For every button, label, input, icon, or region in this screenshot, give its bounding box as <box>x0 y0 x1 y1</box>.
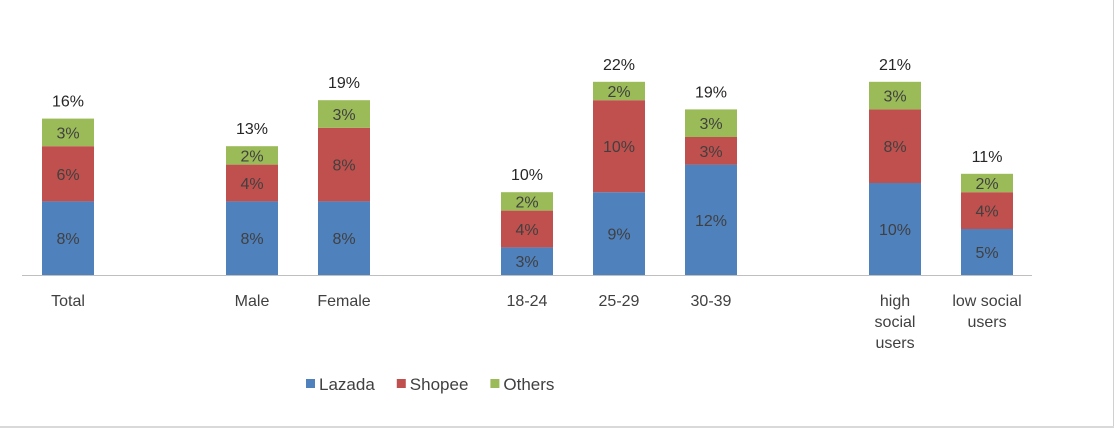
bar-others-female <box>318 100 370 128</box>
category-label-low-social-users: low social users <box>952 293 1021 331</box>
bar-lazada-low-social-users <box>961 229 1013 275</box>
total-label-male: 13% <box>236 121 268 138</box>
data-label-lazada-30-39: 12% <box>695 213 727 230</box>
segment-labels-layer: 8% 6% 3% 8% 4% 2% 8% 8% 3% 3% 4% 2% 9% 10% 2% 12% 3% 3% 10… <box>56 84 998 271</box>
bar-shopee-total <box>42 146 94 202</box>
category-label-30-39: 30-39 <box>691 293 732 310</box>
data-label-shopee-low-social-users: 4% <box>975 204 998 221</box>
bar-others-male <box>226 146 278 165</box>
category-label-female: Female <box>317 293 370 310</box>
legend-label-lazada: Lazada <box>319 375 375 394</box>
data-label-shopee-25-29: 10% <box>603 139 635 156</box>
data-label-shopee-total: 6% <box>56 167 79 184</box>
legend-swatch-lazada <box>306 379 315 388</box>
legend-swatch-shopee <box>396 379 406 388</box>
bar-others-total <box>42 118 94 147</box>
category-label-18-24: 18-24 <box>507 293 548 310</box>
bottom-border <box>0 426 1114 428</box>
data-label-others-30-39: 3% <box>699 116 722 133</box>
bar-lazada-total <box>42 201 94 275</box>
bar-others-25-29 <box>593 81 645 101</box>
bar-others-30-39 <box>685 109 737 137</box>
bar-others-18-24 <box>501 192 553 211</box>
bar-others-low-social-users <box>961 173 1013 193</box>
data-label-others-low-social-users: 2% <box>975 176 998 193</box>
legend-label-others: Others <box>503 375 554 394</box>
data-label-others-high-social-users: 3% <box>883 89 906 106</box>
data-label-lazada-male: 8% <box>240 231 263 248</box>
total-label-total: 16% <box>52 94 84 111</box>
bar-shopee-25-29 <box>593 100 645 193</box>
data-label-others-total: 3% <box>56 125 79 142</box>
total-label-low-social-users: 11% <box>972 149 1003 166</box>
legend: Lazada Shopee Others <box>306 375 554 394</box>
category-label-high-social-users: high social users <box>875 293 916 352</box>
category-label-25-29: 25-29 <box>599 293 640 310</box>
data-label-shopee-18-24: 4% <box>515 222 538 239</box>
data-label-lazada-low-social-users: 5% <box>975 245 998 262</box>
category-label-total: Total <box>51 293 85 310</box>
bar-lazada-30-39 <box>685 164 737 275</box>
bar-others-high-social-users <box>869 81 921 110</box>
data-label-others-male: 2% <box>240 148 263 165</box>
data-label-lazada-25-29: 9% <box>607 227 630 244</box>
bar-lazada-18-24 <box>501 247 553 275</box>
legend-label-shopee: Shopee <box>410 375 469 394</box>
data-label-lazada-female: 8% <box>332 231 355 248</box>
bar-shopee-30-39 <box>685 137 737 165</box>
bar-shopee-male <box>226 164 278 202</box>
data-label-lazada-total: 8% <box>56 231 79 248</box>
data-label-others-female: 3% <box>332 107 355 124</box>
bar-lazada-high-social-users <box>869 183 921 275</box>
category-labels-layer: Total Male Female 18-24 25-29 30-39 high social… <box>51 293 1022 352</box>
data-label-lazada-18-24: 3% <box>515 254 538 271</box>
data-label-others-18-24: 2% <box>515 194 538 211</box>
data-label-shopee-high-social-users: 8% <box>883 139 906 156</box>
bar-shopee-low-social-users <box>961 192 1013 229</box>
total-label-18-24: 10% <box>511 167 543 184</box>
category-label-male: Male <box>235 293 270 310</box>
bar-shopee-18-24 <box>501 210 553 248</box>
total-labels-layer: 16% 13% 19% 10% 22% 19% 21% 11% <box>52 57 1002 184</box>
total-label-25-29: 22% <box>603 57 635 74</box>
total-label-high-social-users: 21% <box>879 57 911 74</box>
bar-lazada-25-29 <box>593 192 645 275</box>
data-label-others-25-29: 2% <box>607 84 630 101</box>
data-label-shopee-male: 4% <box>240 176 263 193</box>
total-label-30-39: 19% <box>695 84 727 101</box>
bar-lazada-female <box>318 201 370 275</box>
legend-swatch-others <box>490 379 500 388</box>
bar-shopee-female <box>318 127 370 202</box>
bar-shopee-high-social-users <box>869 109 921 183</box>
data-label-shopee-female: 8% <box>332 158 355 175</box>
total-label-female: 19% <box>328 75 360 92</box>
bars-layer <box>42 81 1013 275</box>
data-label-lazada-high-social-users: 10% <box>879 222 911 239</box>
bar-lazada-male <box>226 201 278 275</box>
data-label-shopee-30-39: 3% <box>699 144 722 161</box>
